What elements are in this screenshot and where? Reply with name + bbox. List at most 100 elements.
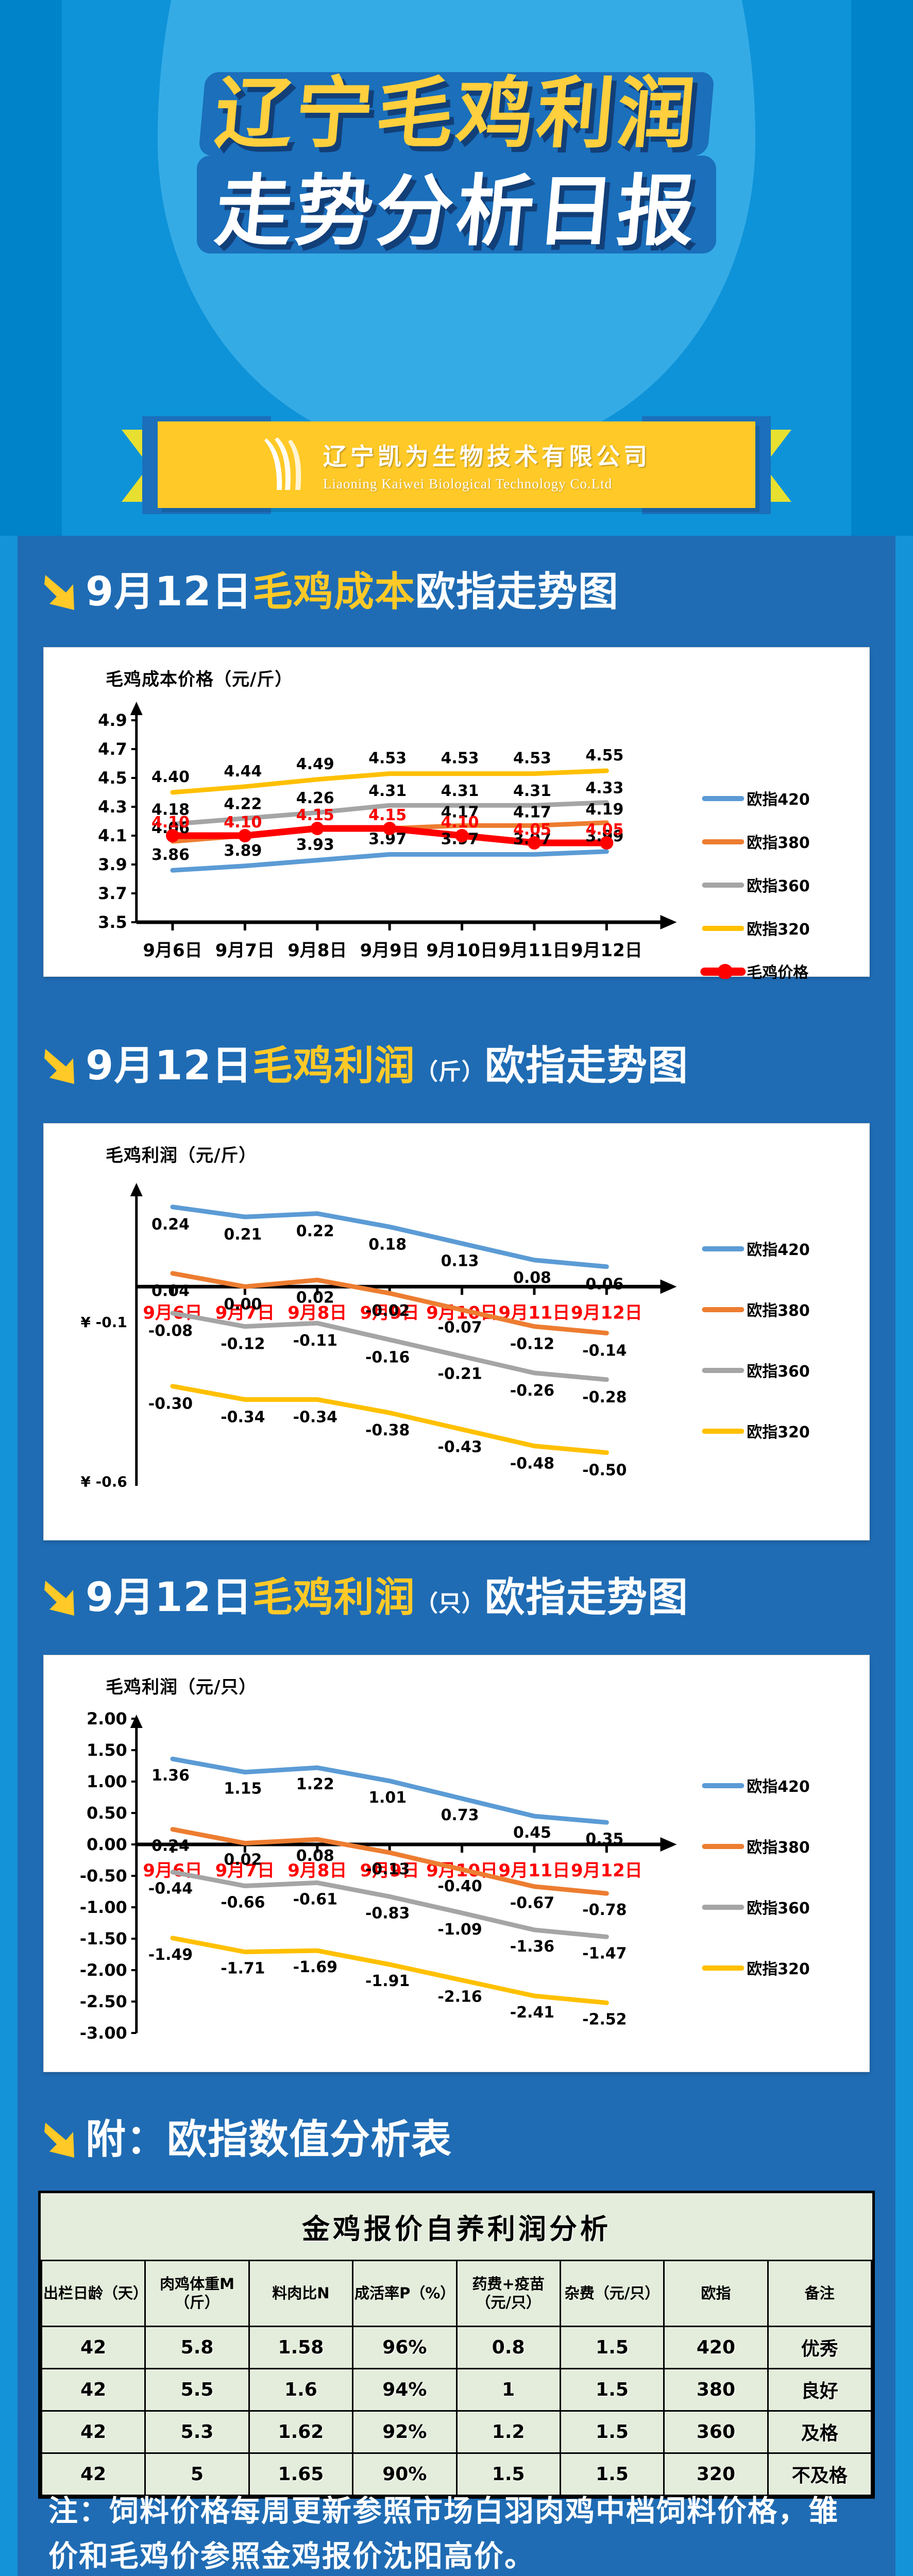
svg-text:3.89: 3.89 — [224, 842, 262, 860]
svg-text:-0.21: -0.21 — [437, 1365, 482, 1383]
svg-text:-0.16: -0.16 — [365, 1348, 410, 1366]
svg-text:4.9: 4.9 — [98, 710, 127, 730]
section-suffix: 欧指走势图 — [484, 1043, 688, 1089]
chart-svg-profit-zhi: 2.00 1.50 1.00 0.50 0.00 -0.50 -1.00 -1.50 -2.00… — [80, 1709, 810, 2043]
svg-text:-0.08: -0.08 — [148, 1322, 193, 1340]
svg-text:4.44: 4.44 — [224, 762, 262, 781]
svg-text:4.15: 4.15 — [296, 806, 334, 824]
cell-misc: 1.5 — [559, 2410, 665, 2454]
svg-text:-1.69: -1.69 — [293, 1958, 337, 1976]
svg-text:-1.91: -1.91 — [365, 1972, 410, 1990]
cell-feed-ratio: 1.62 — [248, 2410, 354, 2454]
svg-text:-0.50: -0.50 — [582, 1462, 627, 1480]
svg-text:3.9: 3.9 — [98, 855, 127, 874]
svg-text:-0.34: -0.34 — [221, 1408, 265, 1426]
svg-text:-0.34: -0.34 — [293, 1408, 337, 1426]
chart-card-profit-jin: 毛鸡利润（元/斤） ¥ -0.1 ¥ -0.6 9月6日 9月7日 9月8日 9月9日 9月… — [43, 1123, 870, 1540]
svg-text:欧指420: 欧指420 — [747, 1778, 809, 1796]
cell-weight: 5 — [144, 2452, 250, 2496]
svg-text:0.35: 0.35 — [585, 1830, 623, 1848]
svg-text:欧指320: 欧指320 — [747, 1960, 809, 1978]
cell-medicine: 1.5 — [455, 2452, 561, 2496]
svg-text:4.05: 4.05 — [585, 821, 623, 839]
cell-age: 42 — [40, 2325, 146, 2369]
chart-plot-profit-jin: ¥ -0.1 ¥ -0.6 9月6日 9月7日 9月8日 9月9日 9月10日 9月11日 9月… — [44, 1166, 869, 1543]
chart-title-cost: 毛鸡成本价格（元/斤） — [106, 669, 293, 690]
poster-title: 辽宁毛鸡利润 走势分析日报 — [0, 69, 913, 257]
footnote-text: 注：饲料价格每周更新参照市场白羽肉鸡中档饲料价格，雏价和毛鸡价参照金鸡报价沈阳高… — [48, 2494, 839, 2574]
svg-text:4.55: 4.55 — [585, 747, 623, 765]
svg-text:0.50: 0.50 — [87, 1803, 127, 1823]
svg-text:-1.00: -1.00 — [80, 1897, 127, 1917]
cell-remark: 及格 — [767, 2410, 873, 2454]
analysis-table: 金鸡报价自养利润分析 出栏日龄（天） 肉鸡体重M（斤） 料肉比N 成活率P（%）… — [40, 2193, 873, 2496]
table-row: 42 5.8 1.58 96% 0.8 1.5 420 优秀 — [40, 2325, 873, 2369]
svg-text:2.00: 2.00 — [87, 1709, 127, 1728]
svg-text:欧指420: 欧指420 — [747, 1241, 809, 1259]
cell-survival: 94% — [352, 2367, 458, 2412]
svg-text:4.31: 4.31 — [513, 782, 551, 800]
svg-text:1.22: 1.22 — [296, 1775, 334, 1793]
svg-text:1.36: 1.36 — [151, 1767, 190, 1785]
cell-medicine: 0.8 — [455, 2325, 561, 2369]
section-header-cost: 9月12日毛鸡成本欧指走势图 — [43, 572, 619, 612]
cell-survival: 92% — [352, 2410, 458, 2454]
svg-text:0.08: 0.08 — [513, 1269, 551, 1287]
th-feed-ratio: 料肉比N — [248, 2259, 354, 2327]
svg-text:0.22: 0.22 — [296, 1223, 334, 1241]
svg-text:-2.16: -2.16 — [437, 1988, 482, 2006]
svg-text:-0.12: -0.12 — [221, 1335, 265, 1353]
svg-text:4.53: 4.53 — [368, 750, 407, 768]
svg-text:-0.28: -0.28 — [582, 1388, 627, 1406]
cell-ouzhi: 320 — [663, 2452, 769, 2496]
cell-remark: 优秀 — [767, 2325, 873, 2369]
svg-text:9月12日: 9月12日 — [571, 1860, 643, 1881]
svg-text:0.73: 0.73 — [441, 1806, 479, 1824]
svg-text:4.7: 4.7 — [98, 739, 127, 759]
cell-feed-ratio: 1.6 — [248, 2367, 354, 2412]
svg-text:-0.48: -0.48 — [510, 1455, 554, 1473]
svg-text:4.26: 4.26 — [296, 789, 334, 807]
svg-text:0.24: 0.24 — [151, 1216, 190, 1234]
svg-text:9月9日: 9月9日 — [360, 1860, 419, 1881]
svg-text:0.00: 0.00 — [224, 1295, 262, 1313]
svg-text:4.31: 4.31 — [368, 782, 407, 800]
svg-text:9月7日: 9月7日 — [215, 940, 275, 961]
svg-text:-0.14: -0.14 — [582, 1342, 627, 1360]
chart-svg-cost: 3.5 3.7 3.9 4.1 4.3 4.5 4.7 4.9 9月6日 9月7日 9月8日 9月9日… — [98, 702, 810, 979]
svg-text:-0.43: -0.43 — [437, 1438, 482, 1456]
svg-text:9月9日: 9月9日 — [360, 1302, 419, 1323]
svg-text:欧指360: 欧指360 — [747, 877, 809, 895]
svg-text:0.45: 0.45 — [513, 1824, 551, 1842]
svg-text:-0.30: -0.30 — [148, 1395, 193, 1413]
svg-text:-0.38: -0.38 — [365, 1421, 410, 1439]
svg-text:欧指420: 欧指420 — [747, 791, 809, 809]
svg-text:9月11日: 9月11日 — [499, 940, 570, 961]
th-age: 出栏日龄（天） — [40, 2259, 148, 2327]
svg-text:9月11日: 9月11日 — [499, 1860, 570, 1881]
cell-misc: 1.5 — [559, 2452, 665, 2496]
section-suffix: 欧指走势图 — [415, 569, 619, 615]
svg-text:9月7日: 9月7日 — [215, 1302, 275, 1323]
section-header-profit-zhi: 9月12日毛鸡利润（只）欧指走势图 — [43, 1578, 688, 1618]
svg-text:-1.49: -1.49 — [148, 1946, 193, 1964]
svg-text:-1.36: -1.36 — [510, 1938, 554, 1956]
table-caption-row: 金鸡报价自养利润分析 — [41, 2193, 872, 2261]
svg-text:1.01: 1.01 — [368, 1789, 407, 1807]
company-name-cn: 辽宁凯为生物技术有限公司 — [323, 442, 651, 470]
kaiwei-logo-icon — [264, 437, 301, 490]
svg-text:9月12日: 9月12日 — [571, 940, 643, 961]
th-survival: 成活率P（%） — [352, 2259, 458, 2327]
svg-text:0.24: 0.24 — [151, 1837, 190, 1855]
svg-text:9月10日: 9月10日 — [426, 940, 498, 961]
section-title-profit-zhi: 9月12日毛鸡利润（只）欧指走势图 — [86, 1578, 688, 1618]
th-remark: 备注 — [767, 2259, 873, 2327]
cell-ouzhi: 380 — [663, 2367, 769, 2412]
svg-text:-2.52: -2.52 — [582, 2010, 627, 2028]
svg-text:4.53: 4.53 — [513, 750, 551, 768]
svg-text:3.86: 3.86 — [151, 846, 190, 864]
svg-text:4.33: 4.33 — [585, 779, 623, 798]
svg-text:9月6日: 9月6日 — [143, 940, 202, 961]
hero-side-left — [0, 0, 62, 536]
